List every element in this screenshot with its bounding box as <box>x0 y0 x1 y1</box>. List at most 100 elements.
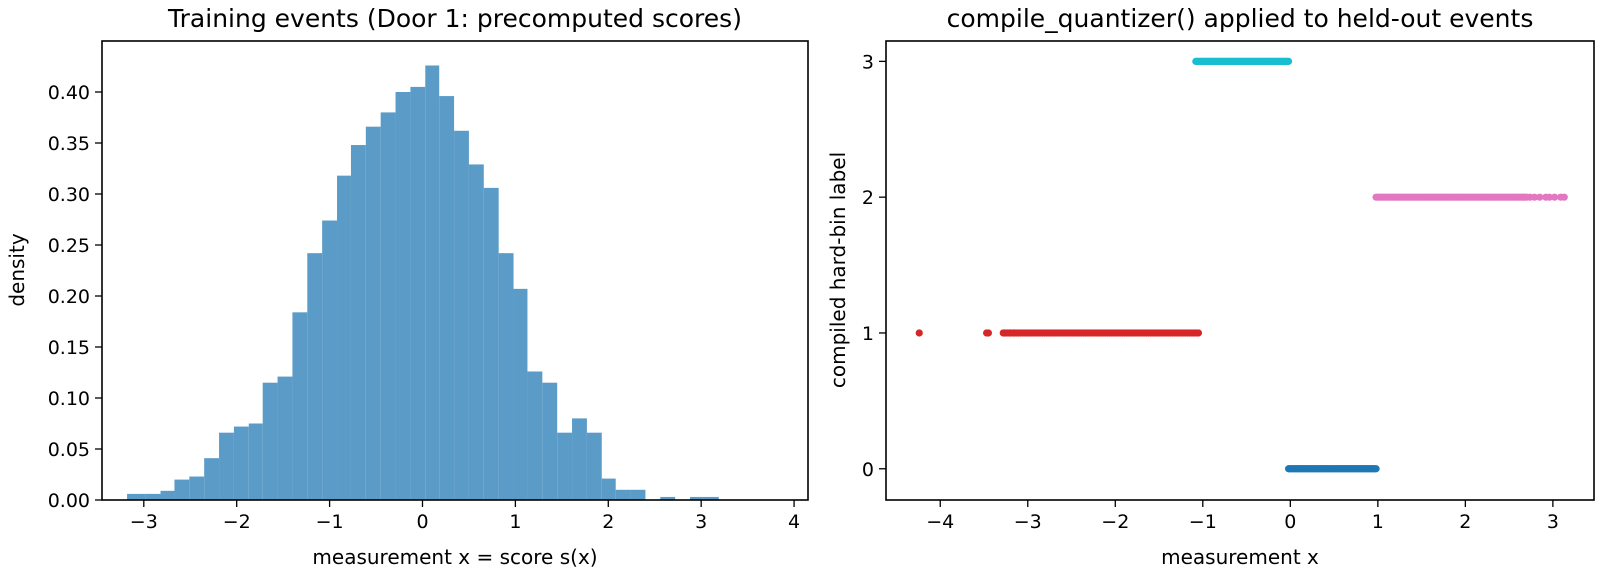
scatter-x-tick-label: 0 <box>1284 511 1296 533</box>
histogram-x-tick-label: −2 <box>223 511 251 533</box>
histogram-title: Training events (Door 1: precomputed sco… <box>167 4 742 33</box>
scatter-point <box>1560 193 1568 201</box>
histogram-x-tick-label: 2 <box>602 511 614 533</box>
histogram-y-ticks: 0.00 0.05 0.10 0.15 0.20 0.25 0.30 0.35 0.40 <box>48 82 102 512</box>
histogram-y-tick-label: 0.00 <box>48 490 90 512</box>
scatter-x-tick-label: −4 <box>926 511 954 533</box>
histogram-bar <box>233 426 249 500</box>
histogram-bar <box>572 418 587 500</box>
scatter-series-2 <box>1372 193 1568 201</box>
histogram-y-tick-label: 0.30 <box>48 184 90 206</box>
scatter-series-3 <box>1192 57 1293 65</box>
scatter-point <box>1284 57 1293 65</box>
histogram-bar <box>145 493 161 500</box>
scatter-y-label: compiled hard-bin label <box>826 152 850 388</box>
histogram-bar <box>690 496 704 500</box>
histogram-bar <box>160 490 175 500</box>
histogram-y-tick-label: 0.20 <box>48 286 90 308</box>
histogram-y-tick-label: 0.05 <box>48 439 90 461</box>
histogram-y-tick-label: 0.35 <box>48 133 90 155</box>
scatter-y-tick-label: 3 <box>862 51 874 73</box>
histogram-bar <box>513 288 528 500</box>
histogram-bar <box>322 220 338 500</box>
histogram-x-tick-label: 3 <box>695 511 707 533</box>
histogram-bar <box>337 175 351 500</box>
histogram-bar <box>277 376 293 500</box>
scatter-point <box>1372 465 1380 473</box>
histogram-bar <box>703 496 719 500</box>
scatter-frame <box>885 40 1595 501</box>
scatter-point <box>1545 193 1553 201</box>
scatter-point <box>984 329 992 337</box>
histogram-frame <box>101 40 809 501</box>
histogram-bar <box>204 458 220 500</box>
scatter-point <box>915 329 923 337</box>
histogram-bars <box>127 65 719 501</box>
histogram-bar <box>483 187 499 500</box>
scatter-y-tick-label: 0 <box>862 459 874 481</box>
histogram-bar <box>365 126 381 501</box>
histogram-bar <box>262 382 278 500</box>
histogram-bar <box>307 253 323 500</box>
histogram-bar <box>219 432 234 500</box>
histogram-bar <box>527 371 543 500</box>
scatter-panel: compile_quantizer() applied to held-out … <box>826 4 1595 569</box>
histogram-bar <box>498 253 514 500</box>
scatter-point <box>1194 329 1203 337</box>
scatter-point <box>1551 193 1559 201</box>
scatter-x-tick-label: −2 <box>1101 511 1129 533</box>
histogram-bar <box>660 496 676 500</box>
scatter-x-tick-label: −3 <box>1014 511 1042 533</box>
scatter-point <box>1000 329 1008 337</box>
histogram-x-tick-label: −3 <box>130 511 158 533</box>
histogram-bar <box>542 382 558 500</box>
scatter-point <box>1536 193 1544 201</box>
scatter-series-1 <box>915 329 1203 337</box>
histogram-bar <box>601 478 616 500</box>
histogram-bar <box>468 164 484 501</box>
histogram-y-tick-label: 0.40 <box>48 82 90 104</box>
histogram-x-tick-label: 1 <box>509 511 521 533</box>
histogram-y-label: density <box>5 233 29 306</box>
scatter-x-label: measurement x <box>1161 545 1319 569</box>
histogram-bar <box>557 432 573 500</box>
histogram-bar <box>292 312 308 500</box>
histogram-x-label: measurement x = score s(x) <box>312 545 597 569</box>
histogram-panel: Training events (Door 1: precomputed sco… <box>5 4 809 569</box>
histogram-bar <box>127 493 146 500</box>
scatter-point <box>1530 193 1539 201</box>
histogram-bar <box>425 65 440 500</box>
histogram-y-tick-label: 0.15 <box>48 337 90 359</box>
histogram-x-tick-label: −1 <box>316 511 344 533</box>
scatter-x-ticks: −4 −3 −2 −1 0 1 2 3 <box>926 500 1559 533</box>
histogram-x-ticks: −3 −2 −1 0 1 2 3 4 <box>130 500 800 533</box>
scatter-y-ticks: 0 1 2 3 <box>862 51 886 481</box>
histogram-bar <box>395 92 411 500</box>
histogram-x-tick-label: 4 <box>788 511 800 533</box>
scatter-x-tick-label: 2 <box>1459 511 1471 533</box>
scatter-title: compile_quantizer() applied to held-out … <box>947 4 1534 33</box>
histogram-bar <box>380 112 396 501</box>
histogram-bar <box>615 489 631 500</box>
histogram-y-tick-label: 0.25 <box>48 235 90 257</box>
histogram-y-tick-label: 0.10 <box>48 388 90 410</box>
scatter-x-tick-label: 3 <box>1547 511 1559 533</box>
histogram-bar <box>189 476 205 500</box>
histogram-bar <box>410 86 426 501</box>
scatter-point <box>1010 329 1018 337</box>
histogram-bar <box>454 130 469 500</box>
scatter-y-tick-label: 2 <box>862 187 874 209</box>
histogram-bar <box>248 423 263 500</box>
histogram-bar <box>439 96 455 500</box>
scatter-y-tick-label: 1 <box>862 323 874 345</box>
scatter-series-0 <box>1284 465 1380 473</box>
histogram-bar <box>630 489 646 500</box>
histogram-bar <box>350 145 366 501</box>
histogram-bar <box>174 479 190 500</box>
scatter-points <box>915 57 1568 473</box>
histogram-bar <box>586 432 602 500</box>
histogram-x-tick-label: 0 <box>416 511 428 533</box>
scatter-x-tick-label: 1 <box>1372 511 1384 533</box>
scatter-x-tick-label: −1 <box>1189 511 1217 533</box>
